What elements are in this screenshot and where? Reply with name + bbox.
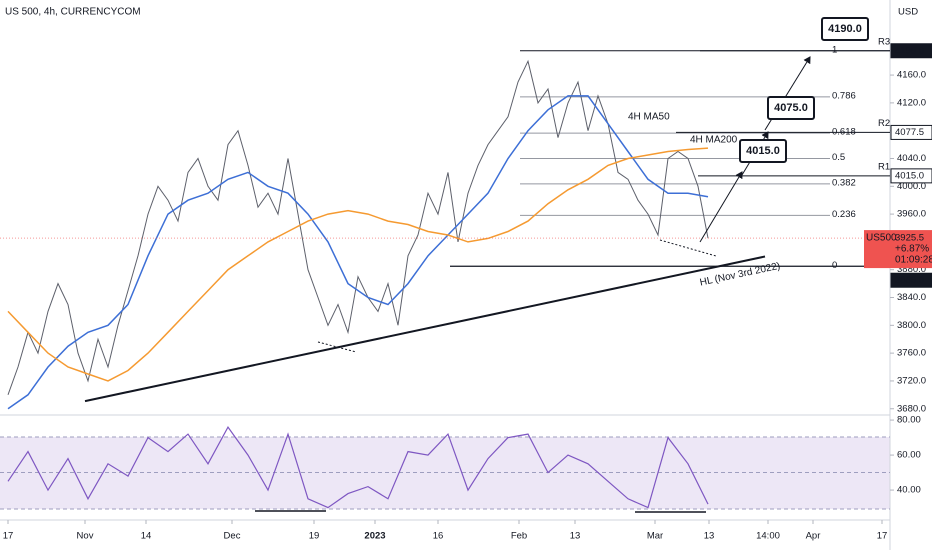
level-box — [890, 124, 932, 140]
y-tick-label: 4040.0 — [897, 153, 926, 164]
rsi-line — [7, 425, 709, 509]
y-tick-label: 4160.0 — [897, 70, 926, 81]
fib-label: 0 — [832, 260, 837, 271]
rsi-tick-label: 40.00 — [897, 485, 921, 496]
y-tick-label: 3840.0 — [897, 292, 926, 303]
level-label: 3885.0 — [895, 275, 924, 286]
level-label: 4195.0 — [895, 45, 924, 56]
x-tick-label: Apr — [806, 531, 821, 542]
level-label: 4077.5 — [895, 127, 924, 138]
price-line — [7, 59, 709, 395]
current-symbol: US500 — [866, 233, 897, 244]
target-label: 4015.0 — [746, 145, 780, 157]
level-name: R2 — [878, 118, 890, 129]
x-tick-label: 13 — [570, 531, 581, 542]
y-tick-label: 3720.0 — [897, 375, 926, 386]
y-tick-label: 4120.0 — [897, 97, 926, 108]
trendline — [84, 255, 766, 403]
y-tick-label: 3880.0 — [897, 264, 926, 275]
rsi-tick-label: 60.00 — [897, 450, 921, 461]
current-box — [864, 230, 932, 269]
chart-title: US 500, 4h, CURRENCYCOM — [5, 7, 141, 18]
y-tick-label: 3960.0 — [897, 209, 926, 220]
target-box — [739, 139, 787, 163]
x-tick-label: 2023 — [364, 531, 385, 542]
level-box — [890, 272, 932, 288]
series-label: 4H MA200 — [690, 135, 738, 146]
x-tick-label: Nov — [77, 531, 94, 542]
x-tick-label: 17 — [877, 531, 888, 542]
dotted-low — [659, 239, 717, 257]
rsi-tick-label: 80.00 — [897, 415, 921, 426]
y-tick-label: 3680.0 — [897, 403, 926, 414]
level-label: 4015.0 — [895, 170, 924, 181]
trendline-label: HL (Nov 3rd 2022) — [699, 261, 781, 289]
x-tick-label: 19 — [309, 531, 320, 542]
target-label: 4075.0 — [774, 102, 808, 114]
dotted-low — [317, 341, 357, 353]
y-tick-label: 4000.0 — [897, 181, 926, 192]
y-tick-label: 3760.0 — [897, 348, 926, 359]
level-box — [890, 43, 932, 59]
target-box — [821, 17, 869, 41]
fib-label: 0.236 — [832, 209, 856, 220]
x-tick-label: 16 — [433, 531, 444, 542]
fib-label: 0.786 — [832, 90, 856, 101]
x-tick-label: 17 — [3, 531, 14, 542]
x-tick-label: Feb — [511, 531, 527, 542]
target-label: 4190.0 — [828, 23, 862, 35]
x-tick-label: 13 — [704, 531, 715, 542]
y-unit: USD — [898, 7, 918, 18]
ma-line — [7, 95, 709, 410]
target-arrow — [699, 171, 743, 243]
level-name: R3 — [878, 36, 890, 47]
x-tick-label: Mar — [647, 531, 663, 542]
fib-label: 0.382 — [832, 177, 856, 188]
series-label: 4H MA50 — [628, 112, 670, 123]
current-change: +6.87% — [895, 244, 929, 255]
x-tick-label: 14:00 — [756, 531, 780, 542]
x-tick-label: Dec — [224, 531, 241, 542]
x-tick-label: 14 — [141, 531, 152, 542]
current-countdown: 01:09:28 — [895, 255, 932, 266]
target-box — [767, 96, 815, 120]
fib-label: 0.5 — [832, 152, 845, 163]
current-label: 3925.5 — [895, 233, 924, 244]
level-box — [890, 168, 932, 184]
ma-line — [7, 147, 709, 382]
fib-label: 1 — [832, 44, 837, 55]
level-name: R1 — [878, 161, 890, 172]
y-tick-label: 3800.0 — [897, 320, 926, 331]
